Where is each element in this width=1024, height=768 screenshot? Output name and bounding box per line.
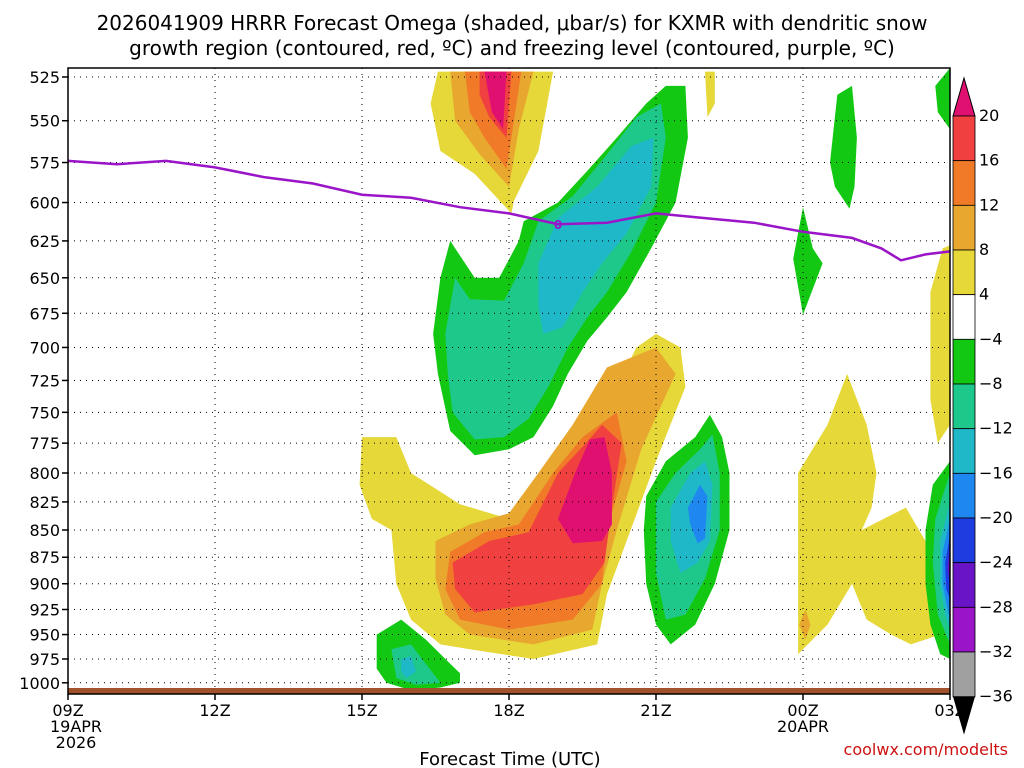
x-tick-label: 21Z — [640, 701, 671, 720]
y-tick-label: 725 — [29, 371, 60, 390]
y-tick-label: 950 — [29, 626, 60, 645]
omega-region-13 — [930, 245, 950, 444]
colorbar: 20 16 12 8 4 −4 −8 −12 −16 −20 −24 −28 −32 −36 — [952, 76, 1013, 735]
omega-region-25 — [793, 207, 823, 315]
x-tick-label: 2026 — [56, 733, 97, 752]
colorbar-box — [952, 651, 976, 698]
colorbar-label: 8 — [979, 240, 989, 259]
y-tick-label: 1000 — [19, 674, 60, 693]
colorbar-box — [952, 249, 976, 296]
y-tick-label: 625 — [29, 232, 60, 251]
y-tick-label: 600 — [29, 194, 60, 213]
colorbar-box — [952, 160, 976, 206]
y-tick-label: 525 — [29, 68, 60, 87]
colorbar-label: −24 — [979, 553, 1013, 572]
y-tick-label: 675 — [29, 304, 60, 323]
colorbar-label: −36 — [979, 687, 1013, 706]
y-tick-label: 925 — [29, 600, 60, 619]
y-tick-label: 550 — [29, 112, 60, 131]
omega-region-20 — [687, 484, 708, 544]
x-tick-label: 00Z — [787, 701, 818, 720]
omega-regions — [359, 68, 950, 691]
colorbar-label: 12 — [979, 195, 999, 214]
colorbar-box — [952, 472, 976, 519]
x-tick-label: 20APR — [777, 717, 829, 736]
y-tick-label: 850 — [29, 521, 60, 540]
freezing-level-line — [67, 159, 951, 262]
colorbar-label: −8 — [979, 374, 1003, 393]
colorbar-label: −20 — [979, 508, 1013, 527]
y-tick-label: 750 — [29, 403, 60, 422]
colorbar-box — [952, 204, 976, 251]
omega-region-24 — [830, 85, 857, 209]
colorbar-box — [952, 562, 976, 608]
omega-region-23 — [401, 656, 416, 679]
colorbar-label: 4 — [979, 285, 989, 304]
x-tick-label: 19APR — [50, 717, 102, 736]
colorbar-label: −4 — [979, 329, 1003, 348]
freezing-level-label: 0 — [554, 218, 562, 232]
omega-region-11 — [798, 373, 941, 655]
ground-surface — [68, 688, 950, 694]
colorbar-box — [952, 115, 976, 162]
omega-region-12 — [799, 609, 811, 640]
x-tick-label: 12Z — [199, 701, 230, 720]
y-tick-label: 700 — [29, 338, 60, 357]
colorbar-bottom-arrow — [953, 696, 975, 735]
credit-text: coolwx.com/modelts — [844, 740, 1008, 759]
omega-region-10 — [558, 437, 612, 544]
y-tick-label: 800 — [29, 464, 60, 483]
x-axis-title: Forecast Time (UTC) — [419, 749, 600, 768]
chart-subtitle: growth region (contoured, red, ºC) and f… — [129, 36, 895, 60]
colorbar-top-arrow — [952, 76, 976, 117]
colorbar-label: −28 — [979, 597, 1013, 616]
colorbar-box — [952, 383, 976, 430]
x-tick-label: 18Z — [493, 701, 524, 720]
y-tick-label: 575 — [29, 154, 60, 173]
colorbar-box — [952, 294, 976, 340]
colorbar-box — [952, 428, 976, 474]
colorbar-box — [952, 517, 976, 564]
colorbar-label: 16 — [979, 151, 999, 170]
x-tick-label: 15Z — [346, 701, 377, 720]
omega-region-31 — [945, 535, 950, 600]
colorbar-label: −32 — [979, 642, 1013, 661]
y-tick-label: 825 — [29, 493, 60, 512]
chart-title: 2026041909 HRRR Forecast Omega (shaded, … — [97, 11, 928, 35]
plot-area: 0 — [67, 67, 951, 695]
colorbar-box — [952, 606, 976, 653]
y-tick-label: 900 — [29, 575, 60, 594]
omega-region-5 — [705, 71, 715, 118]
colorbar-box — [952, 338, 976, 385]
colorbar-label: −12 — [979, 419, 1013, 438]
y-tick-label: 775 — [29, 434, 60, 453]
colorbar-label: 20 — [979, 106, 999, 125]
omega-region-26 — [935, 68, 950, 130]
y-tick-label: 975 — [29, 650, 60, 669]
omega-region-16 — [538, 137, 654, 334]
x-tick-label: 09Z — [52, 701, 83, 720]
colorbar-label: −16 — [979, 463, 1013, 482]
y-axis-ticks: 525 550 575 600 625 650 675 700 725 750 775 800 825 8… — [19, 68, 68, 693]
y-tick-label: 875 — [29, 548, 60, 567]
omega-region-4 — [484, 71, 507, 130]
y-tick-label: 650 — [29, 269, 60, 288]
